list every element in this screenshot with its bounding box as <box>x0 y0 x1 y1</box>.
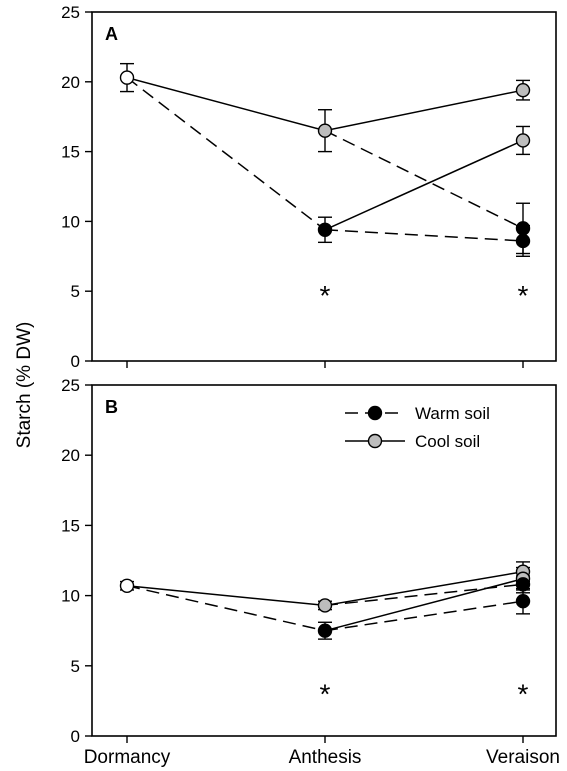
warm-soil-line-segment <box>324 600 524 632</box>
panel-a: 0 5 10 15 20 25 A * * <box>61 3 557 371</box>
y-tick-label: 10 <box>61 212 80 231</box>
warm-soil-line-segment <box>324 583 524 607</box>
panel-label: A <box>105 24 118 44</box>
y-axis-title: Starch (% DW) <box>14 322 35 449</box>
y-tick-label: 15 <box>61 516 80 535</box>
cool-soil-line-segment <box>324 139 524 231</box>
dormancy-point <box>119 578 135 593</box>
warm-soil-point <box>317 623 333 638</box>
panel-frame <box>91 384 557 737</box>
warm-soil-line-segment <box>126 585 326 632</box>
y-tick-label: 5 <box>71 282 80 301</box>
y-tick-label: 15 <box>61 143 80 162</box>
x-category-label: Dormancy <box>84 747 171 768</box>
cool-soil-line-segment <box>324 570 524 607</box>
panel-b: 0 5 10 15 20 25 B * * <box>61 376 557 746</box>
warm-soil-point <box>515 594 531 609</box>
y-tick-label: 0 <box>71 352 80 371</box>
panel-label: B <box>105 397 118 417</box>
dormancy-point <box>119 70 135 85</box>
cool-soil-point <box>317 598 333 613</box>
warm-soil-point <box>515 221 531 236</box>
warm-soil-point <box>515 233 531 249</box>
cool-soil-line-segment <box>324 578 524 632</box>
cool-soil-line-segment <box>126 585 326 607</box>
warm-soil-line-segment <box>324 229 524 242</box>
panel-frame <box>91 11 557 362</box>
y-tick-label: 25 <box>61 3 80 22</box>
x-category-label: Veraison <box>486 747 560 768</box>
warm-soil-point <box>317 222 333 237</box>
cool-soil-point <box>317 123 333 138</box>
y-tick-label: 5 <box>71 657 80 676</box>
warm-soil-point <box>515 577 531 592</box>
significance-star: * <box>518 280 529 311</box>
legend: Warm soil Cool soil <box>345 404 490 451</box>
cool-soil-line-segment <box>126 76 326 132</box>
warm-soil-line-segment <box>126 77 326 231</box>
cool-soil-point <box>515 133 531 148</box>
y-tick-label: 25 <box>61 376 80 395</box>
legend-label: Cool soil <box>415 432 480 451</box>
significance-star: * <box>320 280 331 311</box>
panels: 0 5 10 15 20 25 A * * 0 5 10 15 20 25 B * * <box>61 3 557 746</box>
significance-star: * <box>320 679 331 710</box>
x-category-label: Anthesis <box>289 747 362 768</box>
legend-label: Warm soil <box>415 404 490 423</box>
x-category-labels: Dormancy Anthesis Veraison <box>84 747 560 768</box>
warm-soil-line-segment <box>324 129 524 230</box>
y-tick-label: 20 <box>61 73 80 92</box>
y-tick-label: 20 <box>61 446 80 465</box>
cool-soil-line-segment <box>324 89 524 132</box>
significance-star: * <box>518 679 529 710</box>
cool-soil-point <box>515 82 531 98</box>
legend-marker <box>367 433 383 449</box>
y-tick-label: 10 <box>61 587 80 606</box>
y-tick-label: 0 <box>71 727 80 746</box>
legend-marker <box>367 405 383 421</box>
